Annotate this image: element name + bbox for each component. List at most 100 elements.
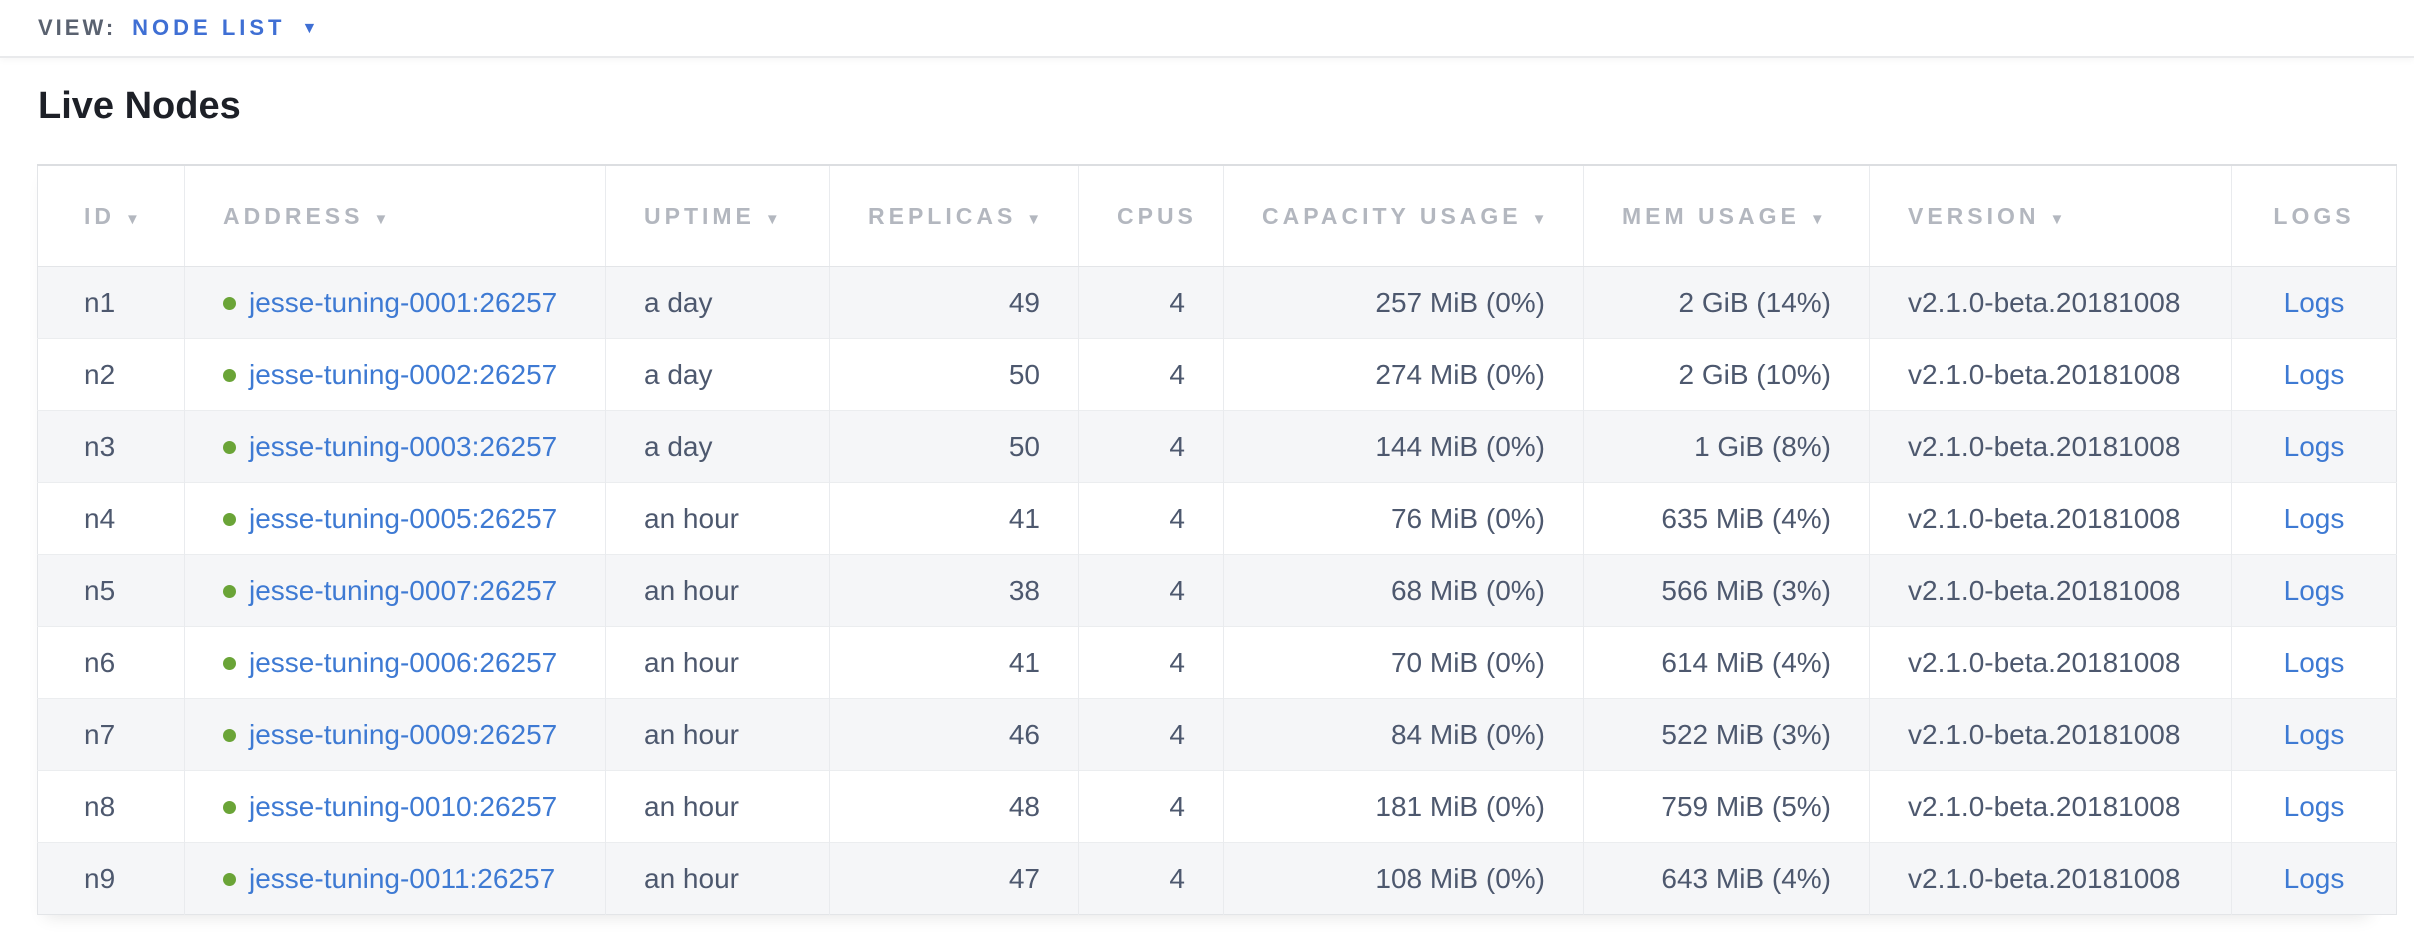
cell-node-id: n8 <box>37 770 185 843</box>
cell-node-replicas: 41 <box>829 482 1079 555</box>
cell-node-mem: 1 GiB (8%) <box>1583 410 1870 483</box>
cell-node-id: n1 <box>37 266 185 339</box>
logs-link[interactable]: Logs <box>2283 790 2345 822</box>
cell-node-capacity: 84 MiB (0%) <box>1223 698 1584 771</box>
node-row: n4 jesse-tuning-0005:26257 an hour 41 4 76 Mi… <box>37 482 2397 555</box>
cell-node-logs: Logs <box>2231 698 2397 771</box>
cell-node-cpus: 4 <box>1078 482 1224 555</box>
column-header-id[interactable]: ID ▼ <box>37 165 185 267</box>
node-status-healthy-icon <box>223 440 236 454</box>
cell-node-mem: 522 MiB (3%) <box>1583 698 1870 771</box>
cell-node-id: n4 <box>37 482 185 555</box>
cell-node-uptime: a day <box>605 410 830 483</box>
cell-node-cpus: 4 <box>1078 626 1224 699</box>
cell-node-capacity: 68 MiB (0%) <box>1223 554 1584 627</box>
node-row: n1 jesse-tuning-0001:26257 a day 49 4 257 MiB… <box>37 266 2397 339</box>
view-bar: VIEW: NODE LIST ▼ <box>0 0 2414 58</box>
sort-desc-icon: ▼ <box>1026 210 1046 228</box>
cell-node-address: jesse-tuning-0007:26257 <box>184 554 606 627</box>
cell-node-logs: Logs <box>2231 626 2397 699</box>
cell-node-cpus: 4 <box>1078 698 1224 771</box>
sort-desc-icon: ▼ <box>764 210 784 228</box>
cell-node-id: n9 <box>37 842 185 915</box>
column-header-address[interactable]: ADDRESS ▼ <box>184 165 606 267</box>
logs-link[interactable]: Logs <box>2283 430 2345 462</box>
cell-node-uptime: an hour <box>605 842 830 915</box>
node-status-healthy-icon <box>223 800 236 814</box>
node-status-healthy-icon <box>223 728 236 742</box>
cell-node-version: v2.1.0-beta.20181008 <box>1869 698 2232 771</box>
cell-node-logs: Logs <box>2231 338 2397 411</box>
cell-node-capacity: 70 MiB (0%) <box>1223 626 1584 699</box>
node-row: n9 jesse-tuning-0011:26257 an hour 47 4 108 M… <box>37 842 2397 915</box>
node-row: n8 jesse-tuning-0010:26257 an hour 48 4 181 M… <box>37 770 2397 843</box>
logs-link[interactable]: Logs <box>2283 862 2345 894</box>
column-header-label: CAPACITY USAGE <box>1262 202 1522 229</box>
logs-link[interactable]: Logs <box>2283 286 2345 318</box>
cell-node-uptime: an hour <box>605 482 830 555</box>
node-row: n7 jesse-tuning-0009:26257 an hour 46 4 84 Mi… <box>37 698 2397 771</box>
sort-desc-icon: ▼ <box>125 210 144 228</box>
logs-link[interactable]: Logs <box>2283 718 2345 750</box>
live-nodes-table-card: ID ▼ ADDRESS ▼ UPTIME ▼ REPLICAS ▼ CPUS CAPACITY … <box>37 164 2397 915</box>
cell-node-uptime: an hour <box>605 554 830 627</box>
node-status-healthy-icon <box>223 584 236 598</box>
cell-node-address: jesse-tuning-0001:26257 <box>184 266 606 339</box>
cell-node-version: v2.1.0-beta.20181008 <box>1869 266 2232 339</box>
node-address-link[interactable]: jesse-tuning-0002:26257 <box>249 358 558 390</box>
column-header-logs: LOGS <box>2231 165 2397 267</box>
cell-node-cpus: 4 <box>1078 554 1224 627</box>
node-address-link[interactable]: jesse-tuning-0007:26257 <box>249 574 558 606</box>
view-label: VIEW: <box>38 15 117 40</box>
cell-node-address: jesse-tuning-0009:26257 <box>184 698 606 771</box>
view-selector[interactable]: NODE LIST ▼ <box>132 15 317 41</box>
node-status-healthy-icon <box>223 512 236 526</box>
logs-link[interactable]: Logs <box>2283 358 2345 390</box>
cell-node-version: v2.1.0-beta.20181008 <box>1869 626 2232 699</box>
column-header-label: ID <box>84 202 115 229</box>
node-address-link[interactable]: jesse-tuning-0010:26257 <box>249 790 558 822</box>
logs-link[interactable]: Logs <box>2283 502 2345 534</box>
node-address-link[interactable]: jesse-tuning-0003:26257 <box>249 430 558 462</box>
node-address-link[interactable]: jesse-tuning-0001:26257 <box>249 286 558 318</box>
cell-node-replicas: 46 <box>829 698 1079 771</box>
column-header-mem[interactable]: MEM USAGE ▼ <box>1583 165 1870 267</box>
node-row: n3 jesse-tuning-0003:26257 a day 50 4 144 MiB… <box>37 410 2397 483</box>
node-address-link[interactable]: jesse-tuning-0009:26257 <box>249 718 558 750</box>
cell-node-mem: 759 MiB (5%) <box>1583 770 1870 843</box>
cell-node-address: jesse-tuning-0002:26257 <box>184 338 606 411</box>
cell-node-logs: Logs <box>2232 267 2397 339</box>
column-header-label: VERSION <box>1908 202 2040 229</box>
chevron-down-icon: ▼ <box>301 20 318 37</box>
column-header-uptime[interactable]: UPTIME ▼ <box>605 165 830 267</box>
node-row: n2 jesse-tuning-0002:26257 a day 50 4 274 MiB… <box>37 338 2397 411</box>
cell-node-mem: 614 MiB (4%) <box>1583 626 1870 699</box>
cell-node-version: v2.1.0-beta.20181008 <box>1869 410 2232 483</box>
sort-desc-icon: ▼ <box>1531 210 1551 228</box>
node-status-healthy-icon <box>223 368 236 382</box>
cell-node-mem: 2 GiB (10%) <box>1583 338 1870 411</box>
cell-node-replicas: 50 <box>829 338 1079 411</box>
cell-node-replicas: 41 <box>829 626 1079 699</box>
column-header-replicas[interactable]: REPLICAS ▼ <box>829 165 1079 267</box>
node-address-link[interactable]: jesse-tuning-0011:26257 <box>249 862 556 894</box>
cell-node-cpus: 4 <box>1078 770 1224 843</box>
cell-node-version: v2.1.0-beta.20181008 <box>1869 338 2232 411</box>
cell-node-version: v2.1.0-beta.20181008 <box>1869 482 2232 555</box>
cell-node-version: v2.1.0-beta.20181008 <box>1869 554 2232 627</box>
column-header-capacity[interactable]: CAPACITY USAGE ▼ <box>1223 165 1584 267</box>
node-address-link[interactable]: jesse-tuning-0006:26257 <box>249 646 558 678</box>
sort-desc-icon: ▼ <box>2049 210 2069 228</box>
cell-node-capacity: 274 MiB (0%) <box>1223 338 1584 411</box>
logs-link[interactable]: Logs <box>2283 574 2345 606</box>
column-header-version[interactable]: VERSION ▼ <box>1869 165 2232 267</box>
cell-node-id: n3 <box>37 410 185 483</box>
cell-node-cpus: 4 <box>1078 338 1224 411</box>
node-row: n6 jesse-tuning-0006:26257 an hour 41 4 70 Mi… <box>37 626 2397 699</box>
cell-node-address: jesse-tuning-0003:26257 <box>184 410 606 483</box>
cell-node-cpus: 4 <box>1078 842 1224 915</box>
sort-desc-icon: ▼ <box>1809 210 1829 228</box>
node-address-link[interactable]: jesse-tuning-0005:26257 <box>249 502 558 534</box>
node-status-healthy-icon <box>223 656 236 670</box>
logs-link[interactable]: Logs <box>2283 646 2345 678</box>
